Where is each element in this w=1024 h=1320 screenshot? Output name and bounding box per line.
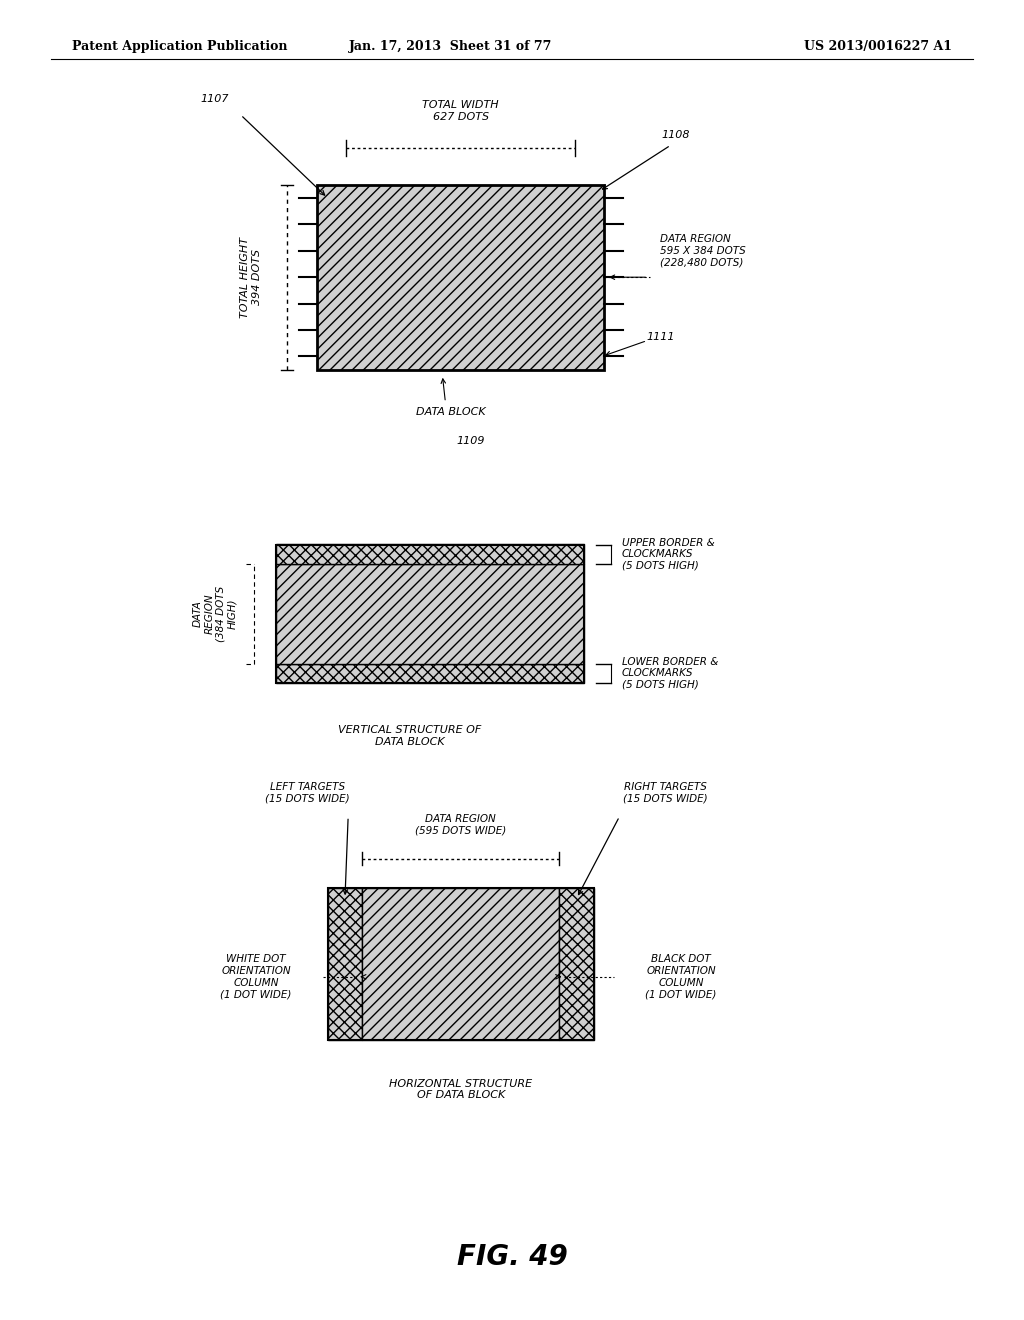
- Text: VERTICAL STRUCTURE OF
DATA BLOCK: VERTICAL STRUCTURE OF DATA BLOCK: [338, 725, 481, 747]
- Text: BLACK DOT
ORIENTATION
COLUMN
(1 DOT WIDE): BLACK DOT ORIENTATION COLUMN (1 DOT WIDE…: [645, 954, 717, 999]
- Bar: [276, 544, 584, 564]
- Bar: [276, 564, 584, 664]
- Text: FIG. 49: FIG. 49: [457, 1242, 567, 1271]
- Text: 1108: 1108: [662, 129, 690, 140]
- Text: LOWER BORDER &
CLOCKMARKS
(5 DOTS HIGH): LOWER BORDER & CLOCKMARKS (5 DOTS HIGH): [622, 657, 718, 690]
- Bar: [276, 544, 584, 682]
- Text: RIGHT TARGETS
(15 DOTS WIDE): RIGHT TARGETS (15 DOTS WIDE): [624, 781, 708, 804]
- Text: Patent Application Publication: Patent Application Publication: [72, 40, 287, 53]
- Text: Jan. 17, 2013  Sheet 31 of 77: Jan. 17, 2013 Sheet 31 of 77: [349, 40, 552, 53]
- Text: WHITE DOT
ORIENTATION
COLUMN
(1 DOT WIDE): WHITE DOT ORIENTATION COLUMN (1 DOT WIDE…: [220, 954, 292, 999]
- Text: UPPER BORDER &
CLOCKMARKS
(5 DOTS HIGH): UPPER BORDER & CLOCKMARKS (5 DOTS HIGH): [622, 537, 715, 570]
- Text: US 2013/0016227 A1: US 2013/0016227 A1: [804, 40, 952, 53]
- Text: TOTAL HEIGHT
394 DOTS: TOTAL HEIGHT 394 DOTS: [240, 236, 262, 318]
- Text: 1109: 1109: [457, 436, 485, 446]
- Text: DATA REGION
(595 DOTS WIDE): DATA REGION (595 DOTS WIDE): [415, 813, 507, 836]
- Bar: [276, 664, 584, 682]
- Text: DATA BLOCK: DATA BLOCK: [416, 407, 485, 417]
- Text: HORIZONTAL STRUCTURE
OF DATA BLOCK: HORIZONTAL STRUCTURE OF DATA BLOCK: [389, 1078, 532, 1101]
- Bar: [559, 887, 594, 1040]
- Bar: [317, 185, 604, 370]
- Bar: [328, 887, 594, 1040]
- Bar: [362, 887, 559, 1040]
- Text: DATA REGION
595 X 384 DOTS
(228,480 DOTS): DATA REGION 595 X 384 DOTS (228,480 DOTS…: [660, 234, 746, 268]
- Bar: [328, 887, 362, 1040]
- Text: 1107: 1107: [201, 94, 229, 104]
- Text: DATA
REGION
(384 DOTS
HIGH): DATA REGION (384 DOTS HIGH): [193, 586, 238, 642]
- Text: 1111: 1111: [646, 331, 675, 342]
- Text: LEFT TARGETS
(15 DOTS WIDE): LEFT TARGETS (15 DOTS WIDE): [265, 781, 349, 804]
- Text: TOTAL WIDTH
627 DOTS: TOTAL WIDTH 627 DOTS: [423, 100, 499, 121]
